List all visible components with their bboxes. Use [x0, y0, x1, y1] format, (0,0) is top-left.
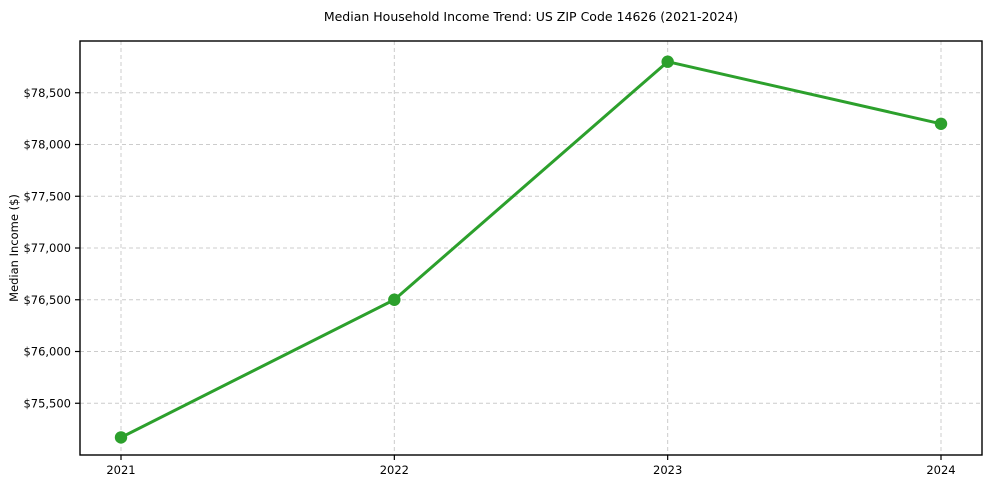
x-tick-label: 2021 — [106, 463, 135, 477]
y-tick-label: $78,000 — [23, 138, 71, 152]
y-tick-label: $76,500 — [23, 293, 71, 307]
y-tick-label: $75,500 — [23, 396, 71, 410]
y-tick-label: $77,000 — [23, 241, 71, 255]
data-point-2023 — [661, 55, 674, 68]
y-tick-label: $78,500 — [23, 86, 71, 100]
data-point-2024 — [934, 117, 948, 130]
x-tick-label: 2022 — [380, 463, 409, 477]
x-tick-label: 2023 — [653, 463, 682, 477]
data-point-2021 — [114, 431, 128, 444]
chart-title: Median Household Income Trend: US ZIP Co… — [323, 9, 739, 24]
trend-line — [119, 60, 943, 439]
x-tick-label: 2024 — [926, 463, 955, 477]
y-tick-label: $77,500 — [23, 189, 71, 203]
y-tick-label: $76,000 — [23, 345, 71, 359]
plot-frame — [79, 40, 983, 456]
data-point-2022 — [388, 293, 401, 306]
